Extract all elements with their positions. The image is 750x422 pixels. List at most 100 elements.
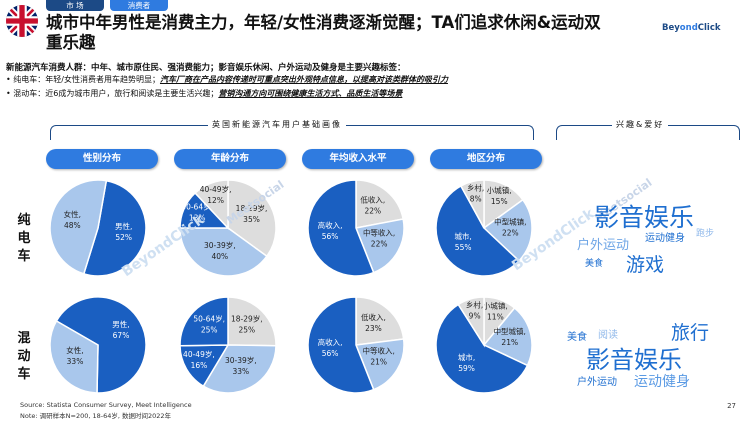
pie-value-ev-income-2: 56% (322, 232, 339, 241)
pie-value-hybrid-gender-0: 67% (113, 331, 130, 340)
tab-consumer[interactable]: 消费者 (110, 0, 168, 11)
pie-value-hybrid-age-3: 25% (201, 325, 218, 334)
pie-label-hybrid-age-2: 40-49岁, (183, 349, 215, 359)
pie-value-ev-gender-0: 52% (115, 233, 132, 242)
column-income: 年均收入水平 (302, 149, 414, 169)
interest-word: 美食 (567, 332, 587, 343)
pie-value-ev-income-0: 22% (364, 207, 381, 216)
pie-label-ev-region-1: 中型城镇, (494, 217, 526, 227)
brand-logo-part-c: Click (697, 23, 721, 33)
tab-market[interactable]: 市 场 (46, 0, 104, 11)
breadcrumb-tabs: 市 场 消费者 (46, 0, 168, 11)
pie-value-ev-region-1: 22% (502, 229, 519, 238)
pie-value-hybrid-region-3: 9% (469, 312, 481, 321)
pie-slice-hybrid-gender-1 (49, 319, 99, 394)
intro-text: 新能源汽车消费人群：中年、城市原住民、强消费能力；影音娱乐休闲、户外运动及健身是… (6, 63, 406, 73)
pie-value-ev-gender-1: 48% (64, 221, 81, 230)
pie-value-hybrid-region-1: 21% (501, 338, 518, 347)
pie-slice-hybrid-age-0 (227, 296, 277, 347)
pie-value-ev-age-2: 13% (189, 214, 206, 223)
pie-slice-ev-gender-0 (82, 179, 147, 277)
pie-value-ev-region-3: 8% (470, 194, 482, 203)
column-age: 年龄分布 (174, 149, 286, 169)
bullet-hybrid: • 混动车：近6成为城市用户，旅行和阅读是主要生活兴趣；营销沟通方向可围绕健康生… (6, 89, 403, 98)
pie-label-hybrid-gender-0: 男性, (112, 319, 129, 329)
row-label-hybrid: 混动车 (17, 331, 31, 382)
pie-slice-ev-age-0 (227, 179, 277, 258)
pie-label-hybrid-age-3: 50-64岁, (193, 313, 225, 323)
pie-label-hybrid-age-0: 18-29岁, (231, 313, 263, 323)
pie-slice-hybrid-region-2 (435, 303, 529, 394)
interest-word: 跑步 (696, 229, 715, 239)
pie-label-ev-region-3: 乡村, (467, 182, 484, 192)
pie-slice-hybrid-income-2 (307, 296, 375, 394)
pie-value-ev-region-2: 55% (455, 243, 472, 252)
pie-slice-hybrid-age-3 (179, 296, 229, 347)
interest-word: 美食 (585, 259, 604, 269)
pie-value-hybrid-region-2: 59% (458, 364, 475, 373)
pie-slice-hybrid-income-1 (354, 338, 405, 391)
interest-word: 运动健身 (645, 233, 685, 244)
pie-slice-ev-region-2 (435, 184, 521, 277)
pie-value-ev-age-1: 40% (212, 252, 229, 261)
pie-value-hybrid-gender-1: 33% (67, 357, 84, 366)
source-note: Source: Statista Consumer Survey, Meet I… (20, 401, 192, 409)
pie-slice-ev-income-1 (354, 218, 405, 274)
pie-label-hybrid-gender-1: 女性, (66, 345, 83, 355)
pie-label-hybrid-region-0: 小城镇, (483, 300, 508, 310)
pie-value-hybrid-income-2: 56% (322, 349, 339, 358)
pie-label-ev-age-2: 50-64岁, (181, 202, 213, 212)
interest-word: 游戏 (626, 254, 665, 276)
pie-value-hybrid-age-2: 16% (191, 361, 208, 370)
interest-word: 旅行 (671, 322, 710, 344)
sample-note: Note: 调研样本N=200, 18-64岁, 数据时间2022年 (20, 412, 172, 420)
pie-slice-hybrid-region-1 (482, 306, 533, 367)
pie-label-hybrid-income-2: 高收入, (318, 337, 343, 347)
pie-slice-hybrid-region-3 (457, 296, 485, 348)
pie-value-ev-region-0: 15% (491, 197, 508, 206)
pie-value-hybrid-region-0: 11% (487, 312, 504, 321)
pie-slice-ev-region-1 (482, 198, 533, 262)
pie-value-hybrid-income-1: 21% (370, 357, 387, 366)
pie-label-hybrid-income-0: 低收入, (361, 312, 386, 322)
interest-section-label: 兴趣&爱好 (612, 119, 669, 130)
bullet-hybrid-emphasis: 营销沟通方向可围绕健康生活方式、品质生活等场景 (218, 89, 403, 98)
pie-value-ev-income-1: 22% (371, 240, 388, 249)
column-region: 地区分布 (430, 149, 542, 169)
pie-label-ev-income-1: 中等收入, (363, 228, 395, 238)
pie-label-hybrid-region-3: 乡村, (466, 300, 483, 310)
interest-word: 阅读 (598, 330, 618, 341)
page-title: 城市中年男性是消费主力，年轻/女性消费逐渐觉醒；TA们追求休闲&运动双重乐趣 (46, 13, 601, 52)
pie-value-ev-age-3: 12% (207, 196, 224, 205)
interest-word: 运动健身 (634, 374, 690, 390)
pie-label-ev-region-2: 城市, (454, 231, 471, 241)
interest-word: 户外运动 (577, 377, 617, 388)
bullet-ev-label: 纯电车：年轻/女性消费者用车趋势明显； (13, 75, 160, 84)
pie-label-ev-gender-0: 男性, (115, 221, 132, 231)
interest-word: 户外运动 (577, 238, 630, 253)
pie-label-ev-age-1: 30-39岁, (204, 240, 236, 250)
uk-flag-icon (6, 5, 38, 37)
page-number: 27 (727, 402, 736, 410)
pie-label-hybrid-income-1: 中等收入, (363, 345, 395, 355)
brand-logo-part-a: Bey (662, 23, 680, 33)
pie-label-ev-age-0: 18-29岁, (236, 203, 268, 213)
pie-slice-hybrid-gender-0 (55, 296, 147, 394)
pie-slice-ev-income-0 (355, 179, 405, 229)
pie-value-ev-age-0: 35% (243, 215, 260, 224)
bullet-ev-emphasis: 汽车厂商在产品内容传递时可重点突出外观特点信息，以提高对该类群体的吸引力 (159, 75, 448, 84)
pie-slice-hybrid-age-2 (179, 344, 230, 388)
pie-slice-ev-income-2 (307, 179, 375, 277)
pie-label-ev-gender-1: 女性, (64, 209, 81, 219)
pie-label-hybrid-age-1: 30-39岁, (225, 355, 257, 365)
brand-logo-part-b: ond (679, 23, 698, 33)
pie-label-hybrid-region-1: 中型城镇, (494, 326, 526, 336)
bullet-hybrid-label: 混动车：近6成为城市用户，旅行和阅读是主要生活兴趣； (13, 89, 219, 98)
pie-value-hybrid-income-0: 23% (365, 324, 382, 333)
brand-logo: BeyondClick (662, 23, 721, 33)
pie-slice-ev-age-1 (179, 227, 268, 277)
pie-slice-ev-region-3 (459, 179, 485, 229)
pie-label-ev-region-0: 小城镇, (487, 185, 512, 195)
row-label-ev: 纯电车 (17, 213, 31, 264)
